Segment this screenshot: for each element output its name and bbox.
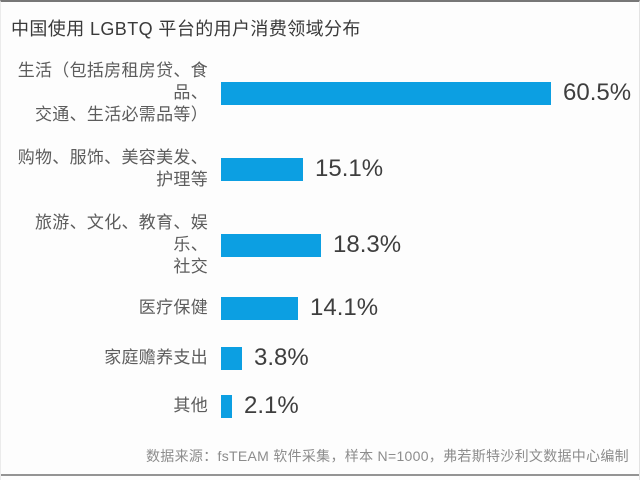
bottom-divider <box>1 474 639 476</box>
bar-area: 3.8% <box>221 344 639 372</box>
bar-area: 14.1% <box>221 294 639 322</box>
source-note: 数据来源：fsTEAM 软件采集，样本 N=1000，弗若斯特沙利文数据中心编制 <box>146 448 629 464</box>
category-label: 医疗保健 <box>138 298 208 317</box>
bar-area: 2.1% <box>221 392 639 420</box>
chart-row: 医疗保健 14.1% <box>1 283 639 333</box>
category-label: 其他 <box>173 396 208 415</box>
value-label: 14.1% <box>310 294 379 321</box>
bar-area: 18.3% <box>221 231 639 259</box>
category-label: 生活（包括房租房贷、食品、 交通、生活必需品等） <box>17 61 208 124</box>
bar-area: 15.1% <box>221 155 639 183</box>
chart-title: 中国使用 LGBTQ 平台的用户消费领域分布 <box>11 19 361 39</box>
bar <box>221 394 232 418</box>
chart-row: 旅游、文化、教育、娱乐、 社交 18.3% <box>1 207 639 283</box>
value-label: 3.8% <box>254 344 309 371</box>
bar-area: 60.5% <box>221 79 639 107</box>
bar <box>221 346 242 370</box>
chart-row: 购物、服饰、美容美发、 护理等 15.1% <box>1 131 639 207</box>
value-label: 18.3% <box>333 231 402 258</box>
bar-chart: 生活（包括房租房贷、食品、 交通、生活必需品等） 60.5% 购物、服饰、美容美发、护… <box>1 55 639 429</box>
chart-row: 家庭赡养支出 3.8% <box>1 333 639 383</box>
chart-row: 其他 2.1% <box>1 383 639 429</box>
chart-row: 生活（包括房租房贷、食品、 交通、生活必需品等） 60.5% <box>1 55 639 131</box>
category-label: 家庭赡养支出 <box>104 348 208 367</box>
value-label: 15.1% <box>315 155 384 182</box>
value-label: 2.1% <box>244 392 299 419</box>
category-label: 旅游、文化、教育、娱乐、 社交 <box>35 213 208 276</box>
category-label: 购物、服饰、美容美发、 护理等 <box>17 148 208 189</box>
bar <box>221 296 298 320</box>
bar <box>221 157 303 181</box>
bar <box>221 233 321 257</box>
value-label: 60.5% <box>563 79 632 106</box>
bar <box>221 81 551 105</box>
